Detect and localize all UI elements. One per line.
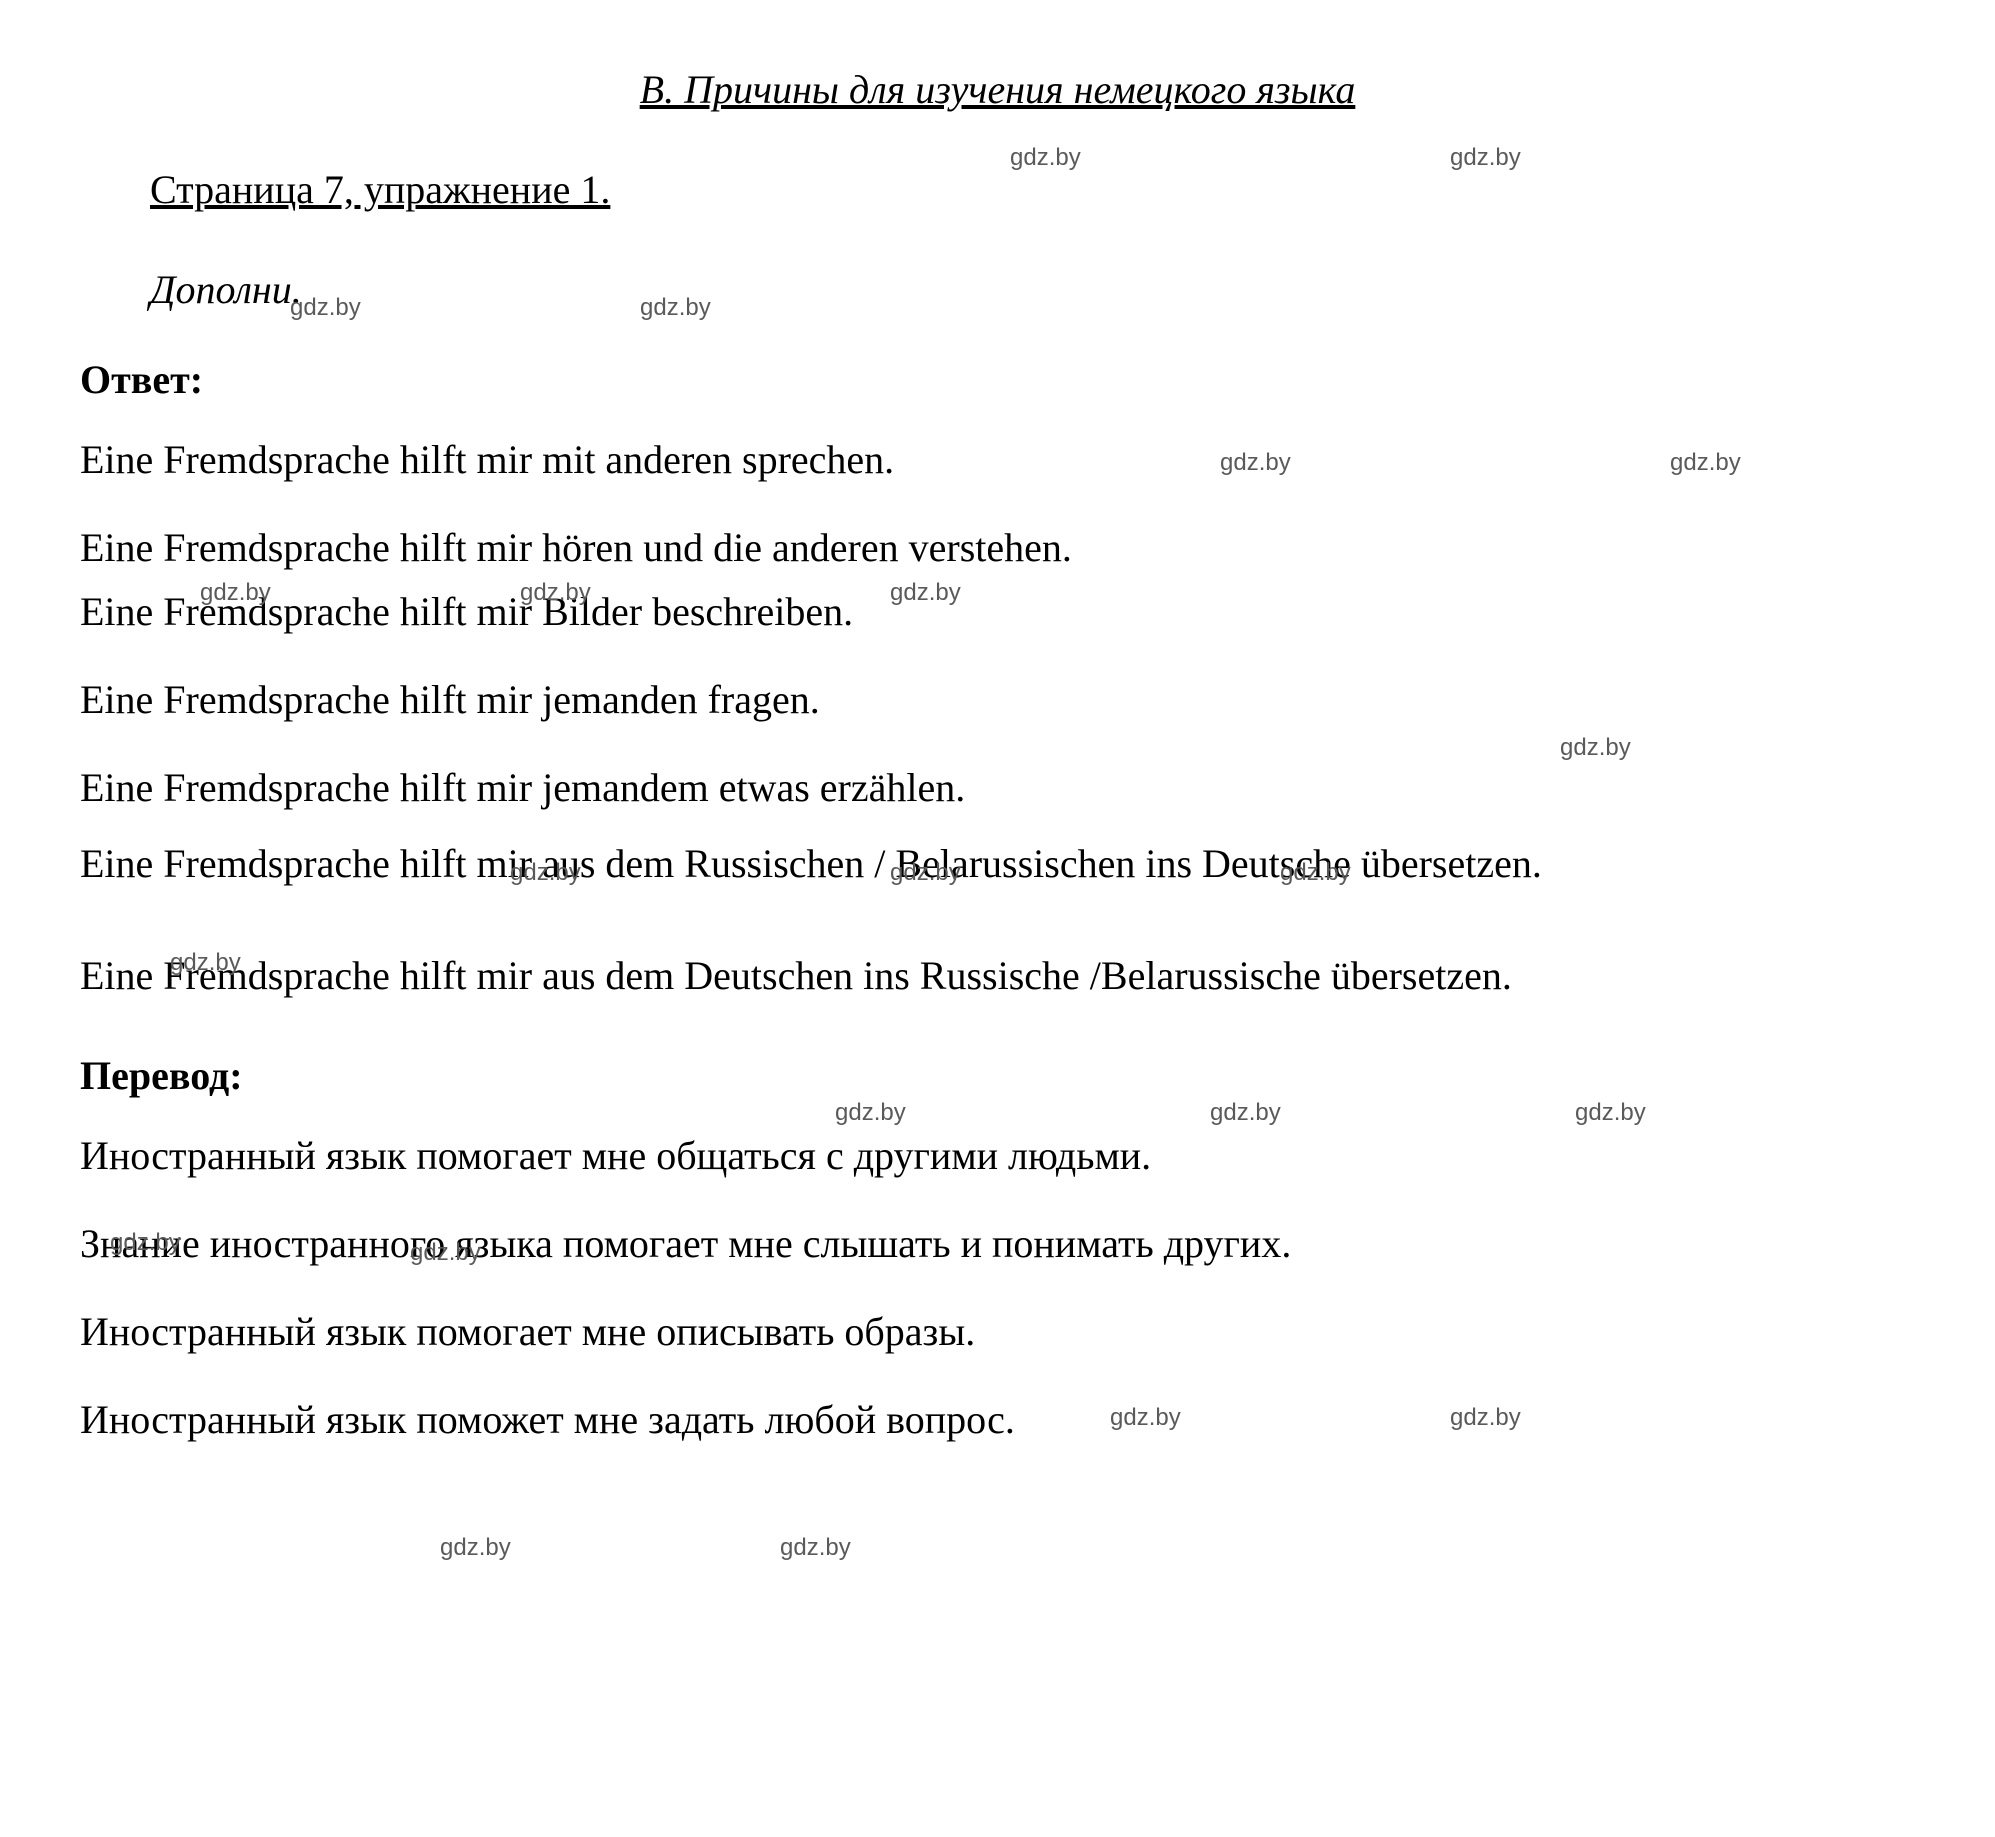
- translation-line: Иностранный язык помогает мне общаться с…: [80, 1126, 1915, 1186]
- answer-line: Eine Fremdsprache hilft mir Bilder besch…: [80, 582, 1915, 642]
- translation-line: Иностранный язык поможет мне задать любо…: [80, 1390, 1915, 1450]
- answer-line: Eine Fremdsprache hilft mir aus dem Russ…: [80, 822, 1915, 906]
- answer-line: Eine Fremdsprache hilft mir aus dem Deut…: [80, 934, 1915, 1018]
- answer-line: Eine Fremdsprache hilft mir jemandem etw…: [80, 758, 1915, 818]
- translation-line: Знание иностранного языка помогает мне с…: [80, 1214, 1915, 1274]
- page-reference: Страница 7, упражнение 1.: [150, 160, 1915, 220]
- watermark-text: gdz.by: [440, 1530, 511, 1566]
- answer-label: Ответ:: [80, 350, 1915, 410]
- instruction-text: Дополни.: [150, 260, 1915, 320]
- watermark-text: gdz.by: [780, 1530, 851, 1566]
- answer-line: Eine Fremdsprache hilft mir hören und di…: [80, 518, 1915, 578]
- translation-line: Иностранный язык помогает мне описывать …: [80, 1302, 1915, 1362]
- section-title: B. Причины для изучения немецкого языка: [80, 60, 1915, 120]
- answer-line: Eine Fremdsprache hilft mir mit anderen …: [80, 430, 1915, 490]
- translation-label: Перевод:: [80, 1046, 1915, 1106]
- answer-line: Eine Fremdsprache hilft mir jemanden fra…: [80, 670, 1915, 730]
